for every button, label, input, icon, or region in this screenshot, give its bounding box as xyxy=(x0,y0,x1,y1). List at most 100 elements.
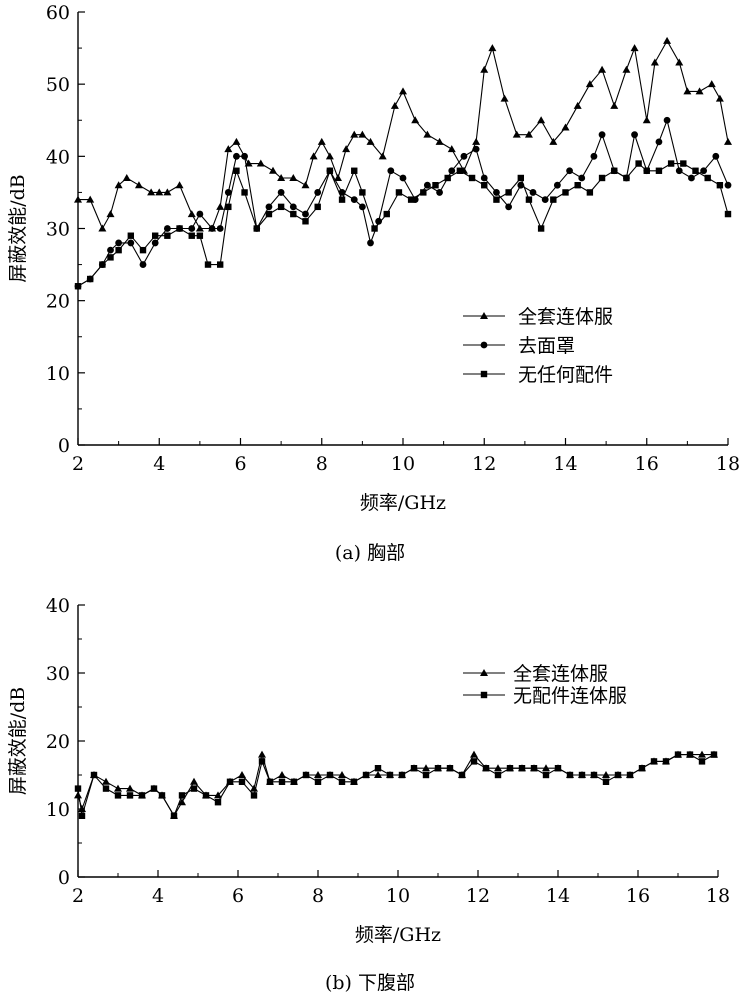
data-point xyxy=(175,181,184,189)
data-point xyxy=(506,765,514,772)
data-point xyxy=(317,137,326,145)
data-point xyxy=(554,765,562,772)
data-point xyxy=(698,750,706,758)
data-point xyxy=(214,791,222,799)
data-point xyxy=(494,764,502,772)
data-point xyxy=(480,174,488,182)
data-point xyxy=(578,174,586,182)
data-point xyxy=(688,174,695,182)
legend-label: 去面罩 xyxy=(518,335,575,357)
data-point xyxy=(675,167,683,175)
data-point xyxy=(374,771,382,778)
legend-marker xyxy=(480,691,488,699)
y-tick-label: 40 xyxy=(46,146,70,168)
data-point xyxy=(407,196,415,203)
data-point xyxy=(590,771,598,779)
data-point xyxy=(675,58,684,66)
data-point xyxy=(631,131,638,139)
data-point xyxy=(692,167,699,174)
series-line xyxy=(77,118,729,287)
data-point xyxy=(74,195,82,203)
legend-marker xyxy=(480,669,488,676)
data-point xyxy=(553,181,561,189)
data-point xyxy=(163,225,171,232)
data-point xyxy=(202,792,210,799)
data-point xyxy=(432,182,439,189)
series-square xyxy=(74,160,732,290)
data-point xyxy=(698,758,706,765)
data-point xyxy=(456,167,464,174)
y-tick-label: 30 xyxy=(46,219,70,241)
data-point xyxy=(277,173,286,181)
data-point xyxy=(468,174,476,182)
data-point xyxy=(358,130,367,138)
data-point xyxy=(566,167,573,175)
data-point xyxy=(226,778,234,785)
data-point xyxy=(325,152,334,160)
x-tick-label: 4 xyxy=(153,453,165,475)
data-point xyxy=(214,799,222,806)
data-point xyxy=(724,210,732,218)
legend-label: 全套连体服 xyxy=(518,306,613,328)
data-point xyxy=(302,771,310,779)
data-point xyxy=(225,203,232,211)
y-tick-label: 20 xyxy=(46,291,70,313)
data-point xyxy=(78,812,86,819)
data-point xyxy=(680,160,687,167)
data-point xyxy=(436,189,443,196)
data-point xyxy=(338,196,346,203)
data-point xyxy=(586,189,594,196)
data-point xyxy=(302,210,309,218)
data-point xyxy=(289,173,298,181)
data-point xyxy=(494,771,502,779)
data-point xyxy=(505,203,513,211)
data-point xyxy=(472,137,481,145)
data-point xyxy=(90,771,98,779)
data-point xyxy=(444,174,451,182)
data-point xyxy=(643,167,650,174)
data-point xyxy=(541,196,549,204)
data-point xyxy=(470,750,478,758)
data-point xyxy=(448,167,456,175)
data-point xyxy=(420,189,427,196)
data-point xyxy=(488,44,497,52)
legend-marker xyxy=(480,370,488,378)
data-point xyxy=(106,210,115,218)
y-tick-label: 0 xyxy=(58,435,70,457)
y-tick-label: 10 xyxy=(46,799,70,821)
data-point xyxy=(512,130,521,138)
x-tick-label: 8 xyxy=(316,453,328,475)
data-point xyxy=(151,239,159,247)
data-point xyxy=(374,765,382,772)
data-point xyxy=(314,203,321,211)
data-point xyxy=(561,123,570,131)
x-tick-label: 12 xyxy=(472,453,496,475)
x-tick-label: 14 xyxy=(546,885,570,907)
data-point xyxy=(250,792,258,799)
data-point xyxy=(704,174,711,182)
data-point xyxy=(309,152,318,160)
data-point xyxy=(187,210,196,218)
lower-abdomen-chart-caption: (b) 下腹部 xyxy=(324,972,416,994)
data-point xyxy=(724,181,732,189)
data-point xyxy=(598,174,606,182)
data-point xyxy=(196,232,204,239)
data-point xyxy=(107,254,114,261)
data-point xyxy=(351,167,358,174)
x-tick-label: 8 xyxy=(312,885,324,907)
data-point xyxy=(188,225,196,232)
series-line xyxy=(77,754,715,818)
data-point xyxy=(163,188,172,196)
data-point xyxy=(707,80,716,88)
data-point xyxy=(517,174,525,182)
data-point xyxy=(127,239,135,247)
x-tick-label: 18 xyxy=(706,885,730,907)
data-point xyxy=(630,44,639,52)
data-point xyxy=(724,137,732,145)
data-point xyxy=(114,792,122,799)
data-point xyxy=(422,764,430,772)
data-point xyxy=(216,225,224,232)
x-tick-label: 18 xyxy=(716,453,740,475)
data-point xyxy=(550,196,557,203)
